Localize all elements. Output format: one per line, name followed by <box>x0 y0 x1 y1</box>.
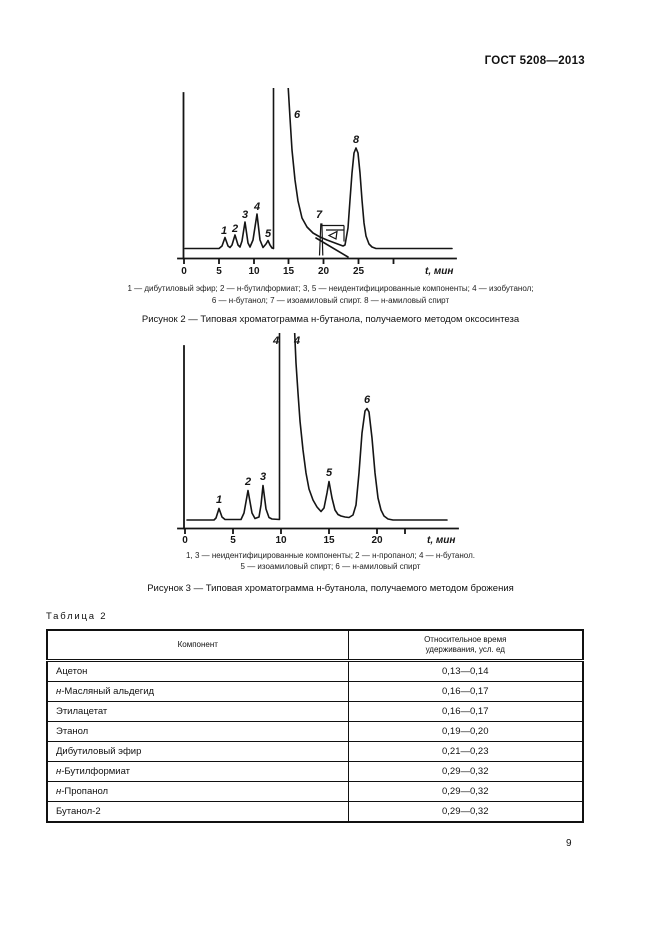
figure2-peak-label: 4 <box>253 201 260 213</box>
figure3-x-axis-label: t, мин <box>427 535 455 545</box>
column-header-retention: Относительное время удерживания, усл. ед <box>347 629 584 662</box>
figure2-peak7-spike <box>318 223 324 256</box>
figure2-tick-label: 15 <box>283 266 295 277</box>
figure2-caption-line2: 6 — н-бутанол; 7 — изоамиловый спирт. 8 … <box>211 296 450 305</box>
figure2-x-axis-label: t, мин <box>425 266 453 277</box>
figure3-axis-ticks <box>184 528 406 534</box>
figure2-peak-label: 6 <box>294 109 301 121</box>
column-header-component: Компонент <box>46 629 349 662</box>
figure3-chromatogram: 1 2 3 4 4 5 6 0 5 10 15 20 t, мин <box>175 333 460 545</box>
component-name: Этилацетат <box>56 706 108 717</box>
figure2-tick-label: 5 <box>216 266 222 277</box>
figure3-peak-label: 2 <box>244 476 251 488</box>
figure2-chromatogram: 1 2 3 4 5 6 7 8 0 5 10 15 20 25 t, мин <box>175 88 460 280</box>
figure2-trace-path <box>184 88 453 250</box>
figure3-title: Рисунок 3 — Типовая хроматограмма н-бута… <box>147 583 514 594</box>
figure3-caption-line1: 1, 3 — неидентифицированные компоненты; … <box>186 551 475 560</box>
figure3-tick-label: 20 <box>371 535 383 545</box>
component-name: Бутанол-2 <box>56 806 101 817</box>
figure3-tick-label: 15 <box>323 535 335 545</box>
table-row: Бутанол-2 0,29—0,32 <box>46 801 584 823</box>
figure2-tick-label: 20 <box>318 266 330 277</box>
retention-cell: 0,16—0,17 <box>347 701 584 722</box>
table-row: Ацетон 0,13—0,14 <box>46 660 584 682</box>
retention-cell: 0,13—0,14 <box>347 660 584 682</box>
component-cell: н-Масляный альдегид <box>46 681 349 702</box>
figure3-peak-label: 4 <box>293 335 300 347</box>
figure3-peak-label: 1 <box>216 494 222 506</box>
retention-cell: 0,29—0,32 <box>347 761 584 782</box>
figure2-tick-label: 0 <box>181 266 187 277</box>
component-prefix: н- <box>56 686 65 697</box>
figure2-peak-height-annotation <box>322 224 345 242</box>
figure2-svg: 1 2 3 4 5 6 7 8 0 5 10 15 20 25 t, мин <box>177 88 457 277</box>
table-header-row: Компонент Относительное время удерживани… <box>46 629 584 662</box>
component-name: Этанол <box>56 726 89 737</box>
components-table: Компонент Относительное время удерживани… <box>46 629 584 823</box>
figure2-tick-label: 10 <box>248 266 260 277</box>
figure2-title: Рисунок 2 — Типовая хроматограмма н-бута… <box>141 314 520 325</box>
retention-cell: 0,21—0,23 <box>347 741 584 762</box>
component-name: Бутилформиат <box>64 766 131 777</box>
figure2-peak-label: 5 <box>265 228 272 240</box>
figure2-annotation-arrow-icon <box>327 230 338 240</box>
retention-cell: 0,16—0,17 <box>347 681 584 702</box>
figure3-tick-label: 0 <box>182 535 188 545</box>
figure2-peak-label: 7 <box>316 209 323 221</box>
figure3-peak-label: 3 <box>260 471 266 483</box>
standard-number-header: ГОСТ 5208—2013 <box>484 55 585 67</box>
figure3-peak-label: 5 <box>326 467 333 479</box>
component-cell: н-Пропанол <box>46 781 349 802</box>
figure3-tick-label: 10 <box>275 535 287 545</box>
retention-cell: 0,29—0,32 <box>347 781 584 802</box>
component-name: Пропанол <box>64 786 109 797</box>
figure3-caption-line2: 5 — изоамиловый спирт; 6 — н-амиловый сп… <box>240 562 421 571</box>
component-cell: Этилацетат <box>46 701 349 722</box>
component-name: Ацетон <box>56 666 88 677</box>
figure2-tail-diagonal <box>315 237 349 258</box>
component-name: Масляный альдегид <box>64 686 155 697</box>
component-cell: н-Бутилформиат <box>46 761 349 782</box>
component-prefix: н- <box>56 766 65 777</box>
figure2-axis-ticks <box>183 258 395 264</box>
component-cell: Ацетон <box>46 660 349 682</box>
page-number: 9 <box>566 838 572 849</box>
table-row: Этилацетат 0,16—0,17 <box>46 701 584 722</box>
table-row: н-Масляный альдегид 0,16—0,17 <box>46 681 584 702</box>
component-name: Дибутиловый эфир <box>56 746 142 757</box>
figure3-tick-label: 5 <box>230 535 236 545</box>
table-row: Этанол 0,19—0,20 <box>46 721 584 742</box>
table-row: Дибутиловый эфир 0,21—0,23 <box>46 741 584 762</box>
figure3-svg: 1 2 3 4 4 5 6 0 5 10 15 20 t, мин <box>177 333 459 545</box>
figure2-peak-label: 8 <box>353 134 360 146</box>
component-cell: Дибутиловый эфир <box>46 741 349 762</box>
component-prefix: н- <box>56 786 65 797</box>
table-row: н-Пропанол 0,29—0,32 <box>46 781 584 802</box>
figure2-peak-label: 2 <box>231 223 238 235</box>
component-cell: Бутанол-2 <box>46 801 349 823</box>
figure2-peak-label: 3 <box>242 209 248 221</box>
figure3-peak-label: 6 <box>364 394 371 406</box>
figure3-peak-label: 4 <box>272 335 279 347</box>
table-label: Таблица 2 <box>46 611 108 622</box>
component-cell: Этанол <box>46 721 349 742</box>
figure2-caption-line1: 1 — дибутиловый эфир; 2 — н-бутилформиат… <box>127 284 534 293</box>
figure2-peak-label: 1 <box>221 225 227 237</box>
figure2-tick-label: 25 <box>353 266 365 277</box>
figure3-trace-path <box>186 333 448 521</box>
retention-cell: 0,29—0,32 <box>347 801 584 823</box>
table-row: н-Бутилформиат 0,29—0,32 <box>46 761 584 782</box>
retention-cell: 0,19—0,20 <box>347 721 584 742</box>
